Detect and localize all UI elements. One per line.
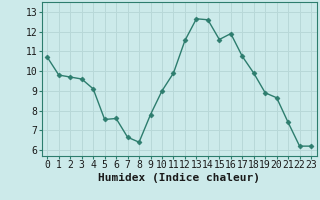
X-axis label: Humidex (Indice chaleur): Humidex (Indice chaleur) — [98, 173, 260, 183]
